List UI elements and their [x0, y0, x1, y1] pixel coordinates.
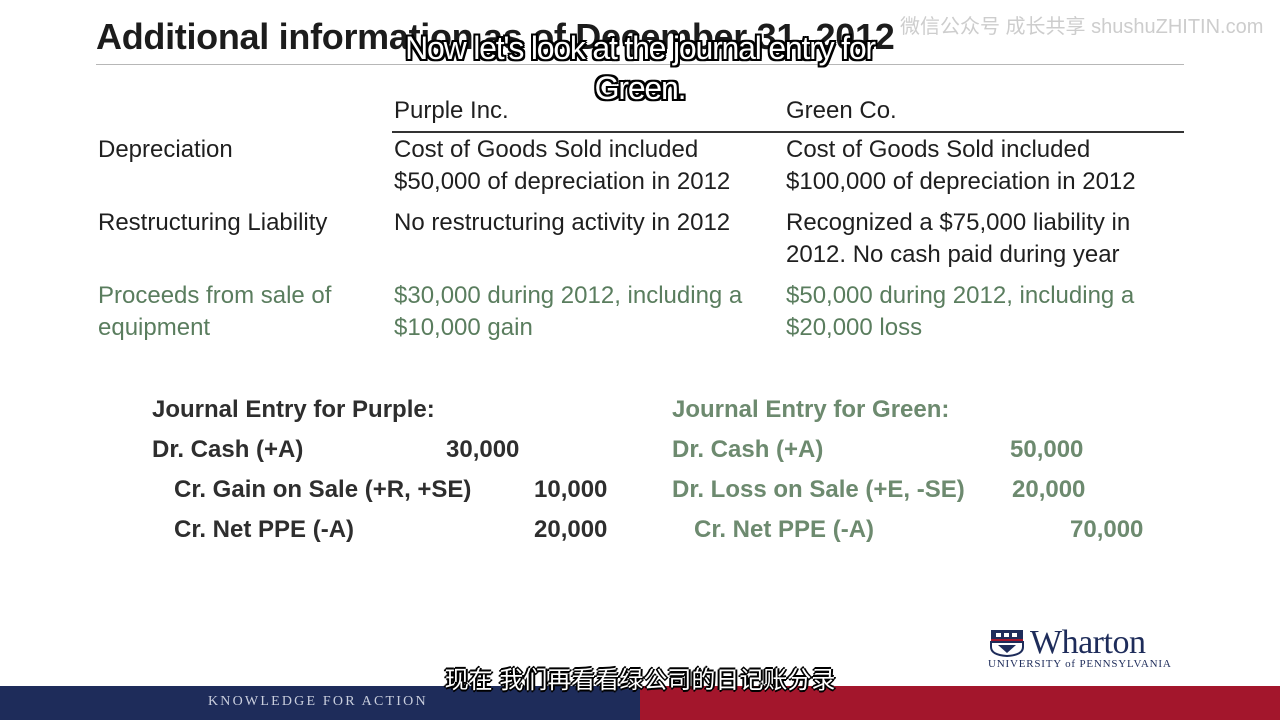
purple-entry-amount-2: 10,000: [534, 476, 608, 503]
watermark: 微信公众号 成长共享 shushuZHITIN.com: [900, 16, 1264, 38]
footer-bar-red: [640, 686, 1280, 720]
purple-depreciation-text: Cost of Goods Sold included $50,000 of d…: [394, 134, 730, 198]
green-restructuring-line1: Recognized a $75,000 liability in: [786, 209, 1131, 236]
row-label-depreciation: Depreciation: [98, 136, 233, 163]
footer-tagline: KNOWLEDGE FOR ACTION: [208, 694, 428, 709]
journal-heading-purple: Journal Entry for Purple:: [152, 396, 435, 423]
purple-entry-account-1: Dr. Cash (+A): [152, 436, 304, 463]
green-proceeds-line1: $50,000 during 2012, including a: [786, 282, 1135, 309]
column-header-purple: Purple Inc.: [394, 97, 509, 124]
purple-proceeds-line2: $10,000 gain: [394, 314, 533, 341]
green-entry-amount-3: 70,000: [1070, 516, 1144, 543]
green-depreciation-line2: $100,000 of depreciation in 2012: [786, 168, 1136, 195]
green-proceeds-text: $50,000 during 2012, including a $20,000…: [786, 280, 1134, 344]
wharton-shield-icon: [990, 630, 1024, 657]
column-header-green: Green Co.: [786, 97, 897, 124]
green-depreciation-line1: Cost of Goods Sold included: [786, 136, 1091, 163]
green-entry-amount-1: 50,000: [1010, 436, 1084, 463]
row-label-proceeds-line2: equipment: [98, 314, 211, 341]
footer-bar-navy: [0, 686, 640, 720]
purple-entry-amount-1: 30,000: [446, 436, 520, 463]
journal-heading-green: Journal Entry for Green:: [672, 396, 950, 423]
green-entry-amount-2: 20,000: [1012, 476, 1086, 503]
wharton-logo-subtitle: UNIVERSITY of PENNSYLVANIA: [988, 658, 1172, 670]
green-entry-account-3: Cr. Net PPE (-A): [694, 516, 875, 543]
purple-depreciation-line1: Cost of Goods Sold included: [394, 136, 699, 163]
green-depreciation-text: Cost of Goods Sold included $100,000 of …: [786, 134, 1136, 198]
green-entry-account-2: Dr. Loss on Sale (+E, -SE): [672, 476, 965, 503]
wharton-logo: Wharton: [1030, 624, 1146, 661]
header-divider: [392, 131, 1184, 133]
purple-restructuring-text: No restructuring activity in 2012: [394, 209, 731, 236]
row-label-proceeds-line1: Proceeds from sale of: [98, 282, 332, 309]
title-divider: [96, 64, 1184, 65]
subtitle-chinese: 现在 我们再看看绿公司的日记账分录: [444, 667, 836, 694]
green-restructuring-text: Recognized a $75,000 liability in 2012. …: [786, 207, 1130, 271]
green-restructuring-line2: 2012. No cash paid during year: [786, 241, 1120, 268]
subtitle-line-1: Now let's look at the journal entry for: [405, 30, 876, 66]
slide-title: Additional information as of December 31…: [96, 16, 895, 57]
purple-entry-account-3: Cr. Net PPE (-A): [174, 516, 355, 543]
purple-depreciation-line2: $50,000 of depreciation in 2012: [394, 168, 731, 195]
green-entry-account-1: Dr. Cash (+A): [672, 436, 824, 463]
subtitle-line-2: Green.: [594, 70, 687, 106]
purple-entry-account-2: Cr. Gain on Sale (+R, +SE): [174, 476, 472, 503]
row-label-restructuring: Restructuring Liability: [98, 209, 328, 236]
purple-proceeds-line1: $30,000 during 2012, including a: [394, 282, 743, 309]
purple-proceeds-text: $30,000 during 2012, including a $10,000…: [394, 280, 742, 344]
row-label-proceeds: Proceeds from sale of equipment: [98, 280, 331, 344]
purple-entry-amount-3: 20,000: [534, 516, 608, 543]
green-proceeds-line2: $20,000 loss: [786, 314, 923, 341]
